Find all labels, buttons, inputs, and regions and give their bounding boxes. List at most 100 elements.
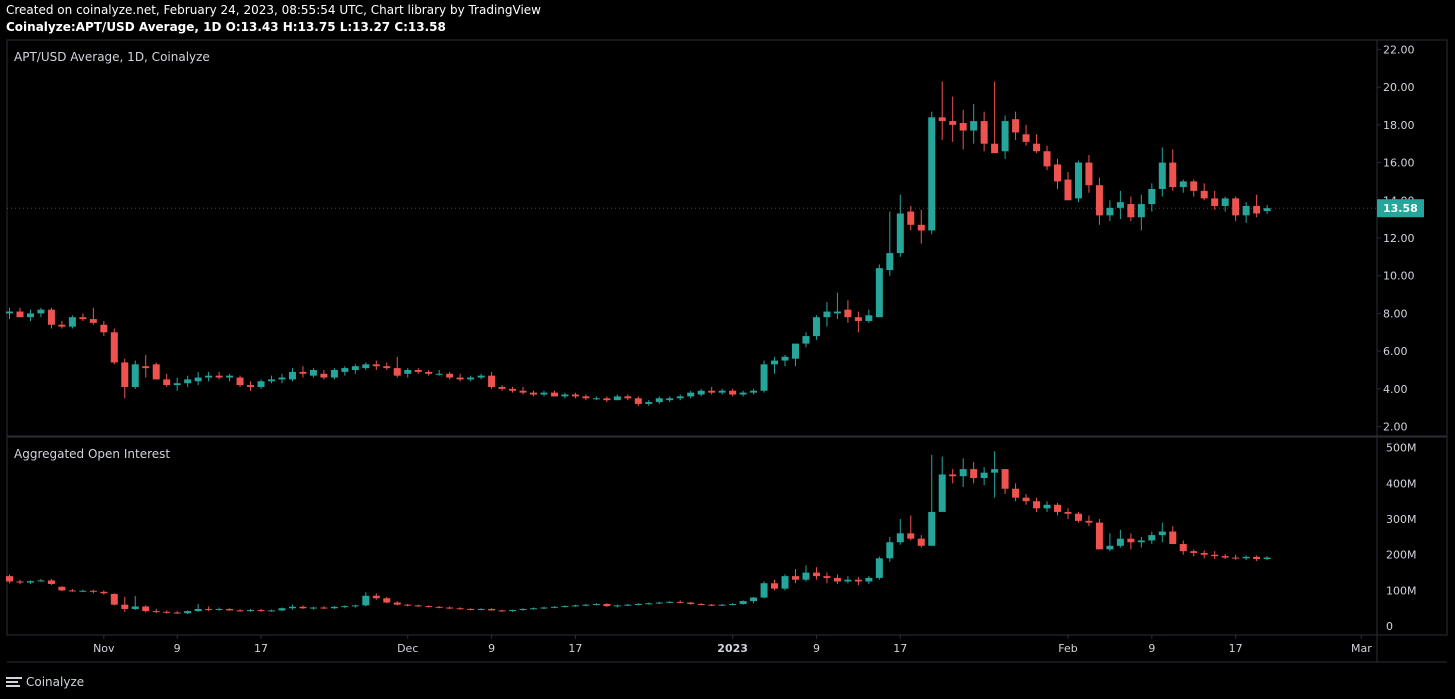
price-candle-body [26,313,34,318]
price-candle-body [257,381,265,387]
price-candle-body [907,211,915,225]
time-axis-tick-label: 9 [813,642,820,655]
oi-candle-body [278,608,286,611]
oi-candle-body [1012,488,1020,498]
oi-candle-body [676,601,684,603]
hamburger-menu-icon[interactable] [6,675,22,689]
price-candle-body [16,311,24,318]
footer-brand-label: Coinalyze [26,675,85,689]
oi-candle-body [1033,501,1041,509]
oi-candle-body [288,606,296,609]
price-candle-body [131,364,139,387]
oi-candle-body [875,558,883,578]
time-axis-tick-label: Feb [1058,642,1077,655]
price-candle-body [1158,162,1166,189]
price-candle-body [980,121,988,144]
oi-candle-body [16,581,24,583]
oi-candle-body [697,603,705,605]
oi-candle-body [854,579,862,582]
price-axis-tick-label: 12.00 [1383,232,1415,245]
price-candle-body [1001,121,1009,152]
price-axis-tick-label: 16.00 [1383,157,1415,170]
oi-candle-body [760,583,768,598]
oi-candle-body [121,604,129,609]
oi-candle-body [268,610,275,612]
price-candle-body [938,117,946,122]
oi-candle-body [592,603,600,605]
time-axis-tick-label: 9 [174,642,181,655]
oi-candle-body [257,610,265,612]
price-candle-body [708,390,716,393]
oi-candle-body [917,538,925,546]
oi-candle-body [1200,552,1208,555]
price-candle-body [697,390,705,395]
price-candle-body [194,377,202,382]
price-candle-body [1033,143,1041,152]
time-axis-tick-label: 17 [893,642,907,655]
oi-candle-body [383,598,391,603]
oi-candle-body [26,581,34,583]
oi-candle-body [393,602,401,605]
oi-candle-body [163,611,171,613]
oi-candle-body [833,577,841,582]
price-candle-body [68,317,76,327]
price-candle-body [959,122,967,131]
oi-candle-body [991,469,999,473]
oi-candle-body [110,593,118,605]
price-candle-body [341,368,349,372]
time-axis-tick-label: Dec [397,642,418,655]
oi-candle-body [844,579,852,582]
price-candle-body [718,390,726,393]
oi-candle-body [79,590,87,592]
price-candle-body [467,377,475,380]
oi-candle-body [928,511,936,546]
price-candle-body [79,317,87,320]
price-candle-body [435,373,443,375]
price-candle-body [781,356,789,361]
price-candle-body [509,388,517,391]
oi-candle-body [1054,504,1061,512]
oi-candle-body [938,474,946,512]
price-candle-body [613,396,621,401]
oi-candle-body [865,577,873,582]
oi-candle-body [47,580,55,584]
price-candle-body [875,268,883,318]
price-candle-body [498,386,506,389]
oi-candle-body [666,601,674,603]
price-candle-body [917,224,925,231]
oi-candle-body [1179,544,1187,552]
oi-candle-body [781,576,789,589]
oi-candle-body [467,608,475,610]
price-candle-body [1012,119,1020,133]
last-price-label: 13.58 [1383,202,1418,215]
price-candle-body [750,390,758,393]
price-candle-body [226,375,234,378]
price-axis-tick-label: 18.00 [1383,119,1415,132]
oi-axis-tick-label: 500M [1386,442,1417,455]
time-axis-tick-label: 17 [568,642,582,655]
oi-candle-body [309,607,317,609]
price-candle-body [771,360,779,365]
price-candle-body [844,309,852,318]
oi-candle-body [414,605,422,607]
footer-brand[interactable]: Coinalyze [6,675,84,689]
oi-candle-body [645,603,653,605]
oi-candle-body [247,610,255,612]
oi-candle-body [1106,545,1114,550]
oi-candle-body [582,604,590,606]
price-candle-body [477,375,485,378]
oi-candle-body [896,533,904,543]
price-candle-body [991,143,999,154]
price-candle-body [1085,162,1093,186]
price-candle-body [456,377,464,380]
oi-candle-body [341,606,349,608]
price-candle-body [58,324,66,327]
price-candle-body [739,392,747,395]
price-candle-body [592,398,600,400]
price-candle-body [446,373,454,378]
price-candle-body [1074,162,1082,199]
price-candle-body [792,343,799,359]
oi-candle-body [100,591,108,594]
price-candle-body [288,371,296,380]
